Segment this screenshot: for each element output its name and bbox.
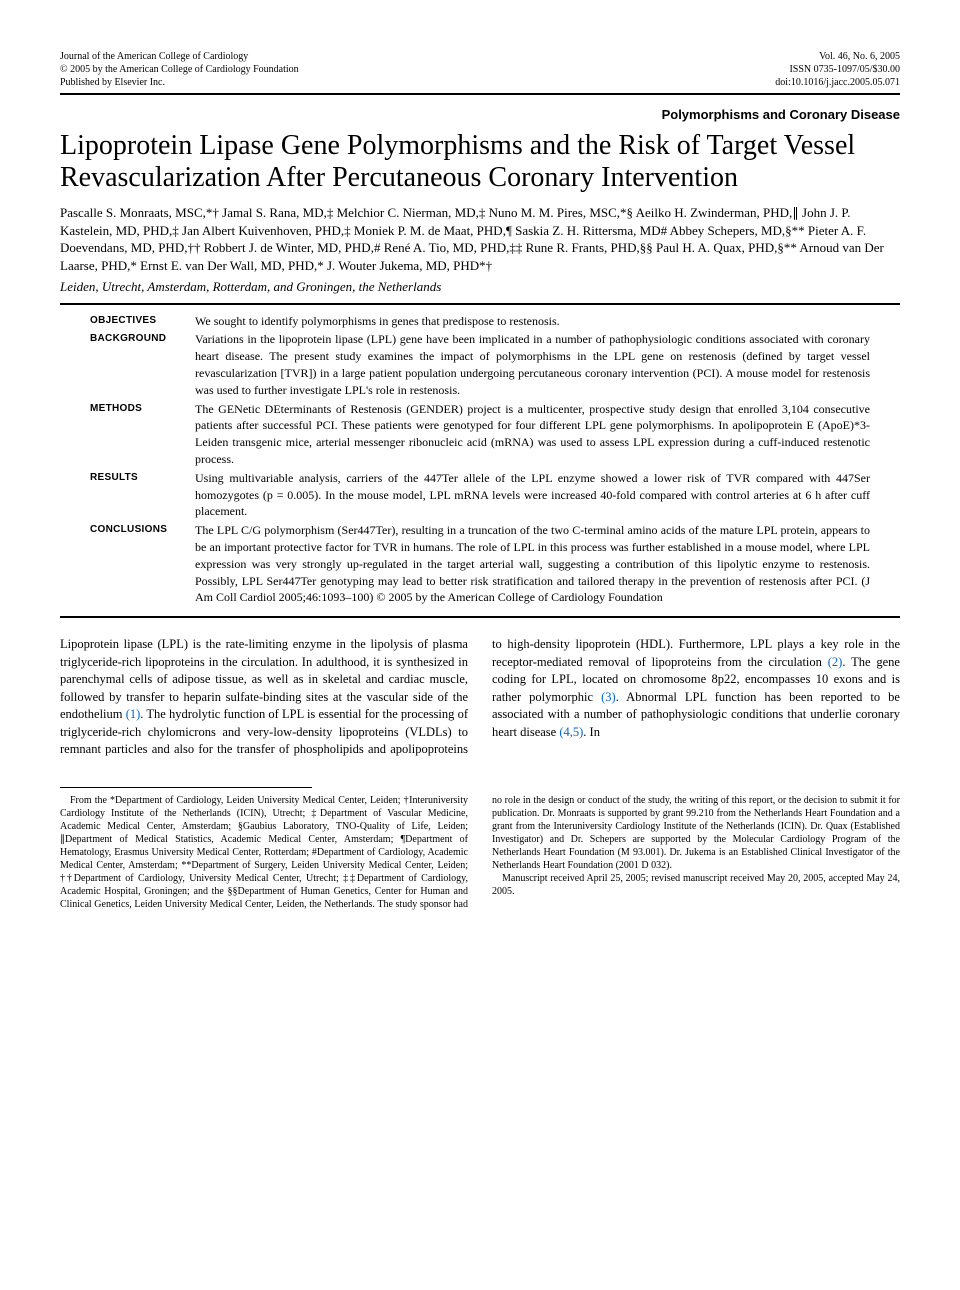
abstract-objectives: OBJECTIVES We sought to identify polymor… — [90, 313, 870, 330]
abs-label-objectives: OBJECTIVES — [90, 313, 195, 330]
abs-label-background: BACKGROUND — [90, 331, 195, 398]
abstract-background: BACKGROUND Variations in the lipoprotein… — [90, 331, 870, 398]
body-text: Lipoprotein lipase (LPL) is the rate-lim… — [60, 636, 900, 759]
abs-label-conclusions: CONCLUSIONS — [90, 522, 195, 606]
citation-link[interactable]: (2) — [828, 655, 843, 669]
affiliation: Leiden, Utrecht, Amsterdam, Rotterdam, a… — [60, 279, 900, 295]
author-list: Pascalle S. Monraats, MSC,*† Jamal S. Ra… — [60, 204, 900, 274]
journal-name: Journal of the American College of Cardi… — [60, 50, 299, 63]
footnote-manuscript-dates: Manuscript received April 25, 2005; revi… — [492, 872, 900, 898]
abs-text-background: Variations in the lipoprotein lipase (LP… — [195, 331, 870, 398]
journal-header-left: Journal of the American College of Cardi… — [60, 50, 299, 89]
article-title: Lipoprotein Lipase Gene Polymorphisms an… — [60, 130, 900, 194]
abstract-methods: METHODS The GENetic DEterminants of Rest… — [90, 401, 870, 468]
journal-header: Journal of the American College of Cardi… — [60, 50, 900, 89]
section-label: Polymorphisms and Coronary Disease — [60, 107, 900, 122]
body-paragraph: Lipoprotein lipase (LPL) is the rate-lim… — [60, 636, 900, 759]
abs-text-conclusions: The LPL C/G polymorphism (Ser447Ter), re… — [195, 522, 870, 606]
body-span: . In — [583, 725, 600, 739]
abs-label-results: RESULTS — [90, 470, 195, 520]
copyright-line: © 2005 by the American College of Cardio… — [60, 63, 299, 76]
header-rule — [60, 93, 900, 95]
abs-label-methods: METHODS — [90, 401, 195, 468]
publisher-line: Published by Elsevier Inc. — [60, 76, 299, 89]
citation-link[interactable]: (1) — [126, 707, 141, 721]
abs-text-results: Using multivariable analysis, carriers o… — [195, 470, 870, 520]
citation-link[interactable]: (3) — [601, 690, 616, 704]
journal-header-right: Vol. 46, No. 6, 2005 ISSN 0735-1097/05/$… — [775, 50, 900, 89]
issn: ISSN 0735-1097/05/$30.00 — [775, 63, 900, 76]
abstract: OBJECTIVES We sought to identify polymor… — [60, 303, 900, 619]
abstract-results: RESULTS Using multivariable analysis, ca… — [90, 470, 870, 520]
abs-text-objectives: We sought to identify polymorphisms in g… — [195, 313, 870, 330]
doi: doi:10.1016/j.jacc.2005.05.071 — [775, 76, 900, 89]
abs-text-methods: The GENetic DEterminants of Restenosis (… — [195, 401, 870, 468]
footnote-rule — [60, 787, 312, 788]
citation-link[interactable]: (4,5) — [559, 725, 583, 739]
footnotes: From the *Department of Cardiology, Leid… — [60, 794, 900, 911]
volume-issue: Vol. 46, No. 6, 2005 — [775, 50, 900, 63]
abstract-conclusions: CONCLUSIONS The LPL C/G polymorphism (Se… — [90, 522, 870, 606]
